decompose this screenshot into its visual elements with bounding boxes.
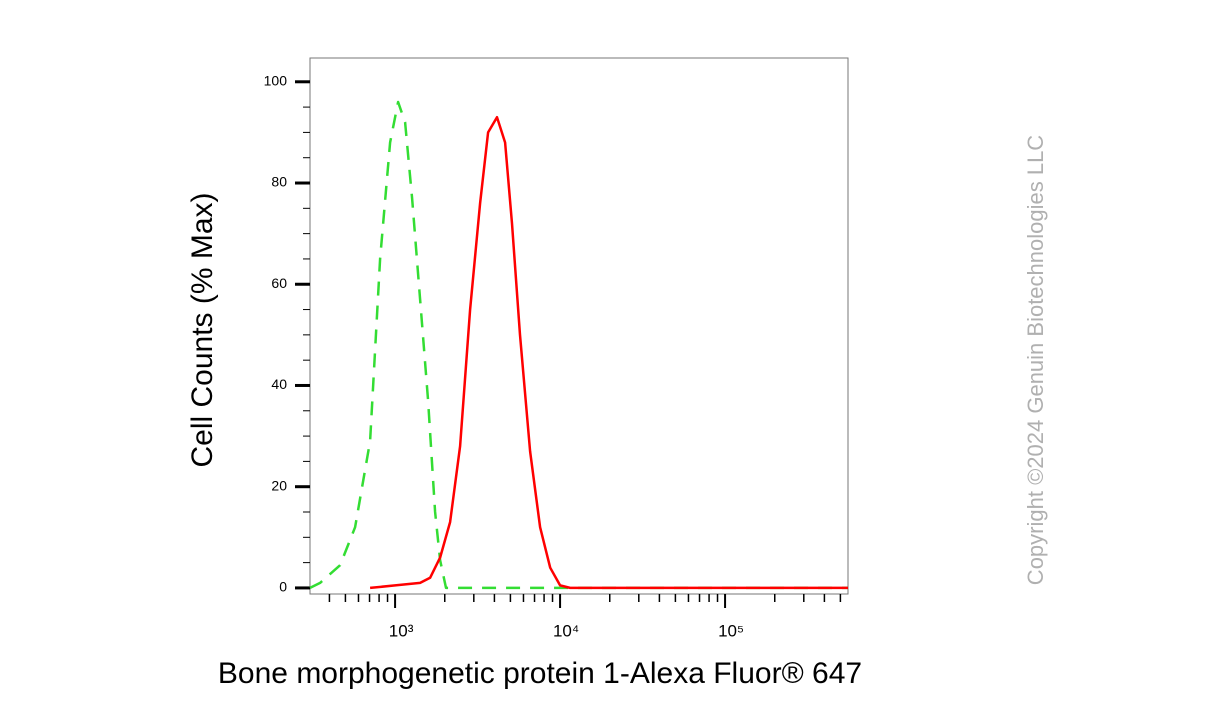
- y-tick-label: 20: [271, 477, 287, 493]
- watermark: Copyright ©2024 Genuin Biotechnologies L…: [1023, 135, 1048, 586]
- y-tick-label: 60: [271, 275, 287, 291]
- y-tick-label: 100: [264, 72, 288, 88]
- x-tick-label: 10⁵: [718, 621, 744, 640]
- x-tick-label: 10⁴: [553, 621, 579, 640]
- histogram-line: [309, 100, 848, 590]
- plot-frame: [309, 57, 849, 595]
- y-tick-label: 0: [279, 579, 287, 595]
- histogram-line: [369, 115, 848, 590]
- y-axis-label: Cell Counts (% Max): [186, 192, 219, 467]
- y-tick-label: 80: [271, 174, 287, 190]
- x-tick-label: 10³: [389, 621, 414, 640]
- x-axis-label: Bone morphogenetic protein 1-Alexa Fluor…: [218, 657, 862, 690]
- y-tick-label: 40: [271, 376, 287, 392]
